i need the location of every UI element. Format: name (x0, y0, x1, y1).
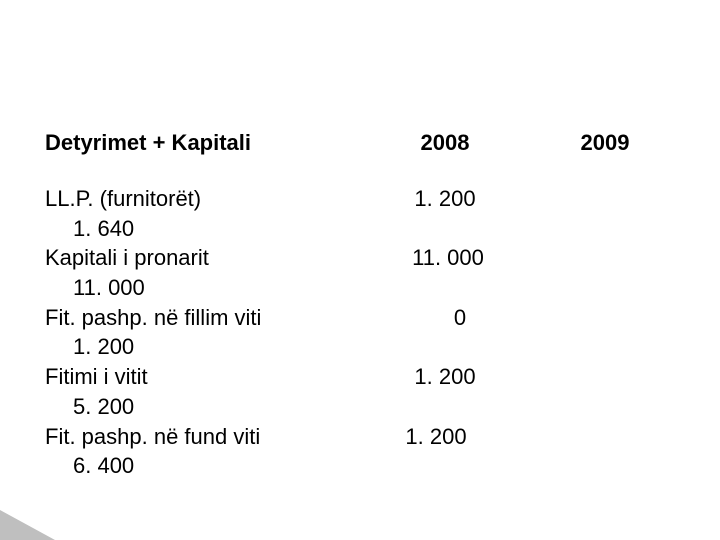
table-row: 1. 200 (45, 332, 680, 362)
corner-decoration (0, 510, 55, 540)
row-value-2008: 1. 200 (355, 184, 535, 214)
row-indent-value: 1. 640 (45, 214, 355, 244)
table-row: Kapitali i pronarit 11. 000 (45, 243, 680, 273)
header-year-2008: 2008 (355, 130, 535, 156)
row-value-2008: 11. 000 (355, 243, 535, 273)
table-row: 5. 200 (45, 392, 680, 422)
row-label: Fit. pashp. në fillim viti (45, 303, 355, 333)
row-value-2008: 1. 200 (355, 362, 535, 392)
row-indent-value: 11. 000 (45, 273, 355, 303)
row-label: Fit. pashp. në fund viti (45, 422, 355, 452)
table-row: 6. 400 (45, 451, 680, 481)
row-indent-value: 1. 200 (45, 332, 355, 362)
table-row: LL.P. (furnitorët) 1. 200 (45, 184, 680, 214)
table-row: Fitimi i vitit 1. 200 (45, 362, 680, 392)
row-value-2008: 0 (355, 303, 535, 333)
table-row: Fit. pashp. në fund viti 1. 200 (45, 422, 680, 452)
table-row: Fit. pashp. në fillim viti 0 (45, 303, 680, 333)
header-title: Detyrimet + Kapitali (45, 130, 355, 156)
table-row: 11. 000 (45, 273, 680, 303)
row-value-2008: 1. 200 (405, 424, 466, 449)
table-body: LL.P. (furnitorët) 1. 200 1. 640 Kapital… (45, 184, 680, 481)
row-label: Fitimi i vitit (45, 362, 355, 392)
row-label: Kapitali i pronarit (45, 243, 355, 273)
row-indent-value: 6. 400 (45, 451, 355, 481)
row-indent-value: 5. 200 (45, 392, 355, 422)
header-year-2009: 2009 (535, 130, 675, 156)
row-label: LL.P. (furnitorët) (45, 184, 355, 214)
table-header-row: Detyrimet + Kapitali 2008 2009 (45, 130, 680, 156)
table-row: 1. 640 (45, 214, 680, 244)
